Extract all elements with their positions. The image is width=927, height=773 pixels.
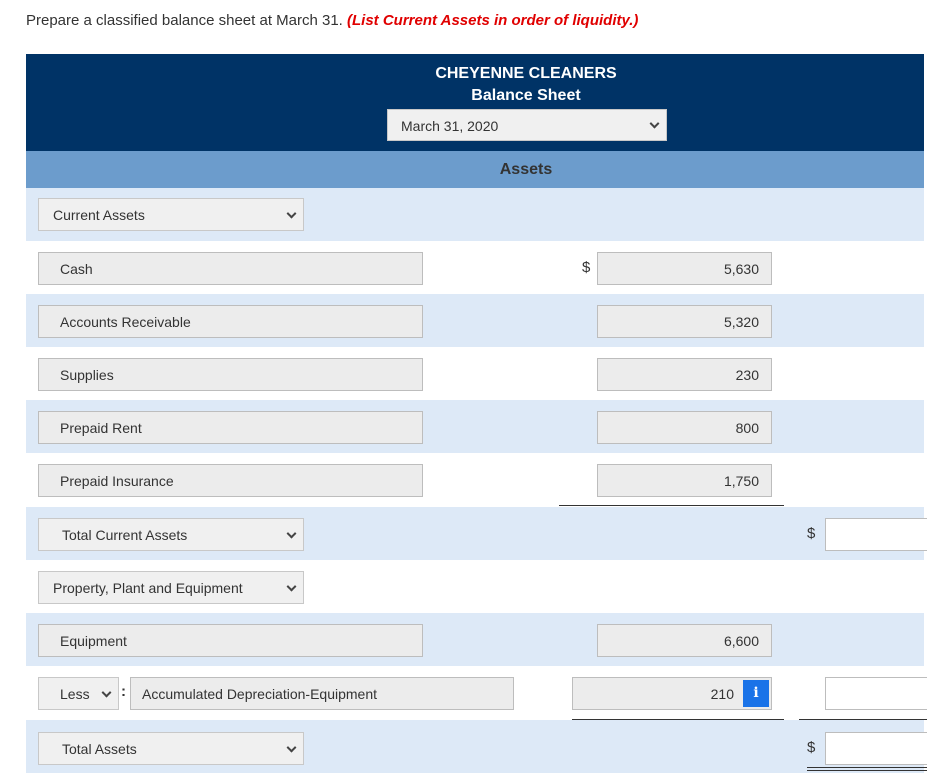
chevron-down-icon <box>286 581 297 592</box>
accumulated-depreciation-amount-value: 210 <box>710 686 734 702</box>
prepaid-insurance-field[interactable]: Prepaid Insurance <box>38 464 423 497</box>
total-assets-currency-symbol: $ <box>807 739 816 756</box>
instruction-text: Prepare a classified balance sheet at Ma… <box>26 12 639 29</box>
double-underline-bottom <box>807 770 927 771</box>
total-current-assets-label: Total Current Assets <box>62 527 188 543</box>
balance-sheet: CHEYENNE CLEANERS Balance Sheet March 31… <box>26 54 927 773</box>
instruction-emphasis: (List Current Assets in order of liquidi… <box>347 12 639 29</box>
supplies-field[interactable]: Supplies <box>38 358 423 391</box>
row-current-assets: Current Assets <box>26 188 924 241</box>
row-total-current-assets: Total Current Assets $ <box>26 507 927 560</box>
less-select[interactable]: Less <box>38 677 119 710</box>
ppe-label: Property, Plant and Equipment <box>53 580 243 596</box>
chevron-down-icon <box>286 208 297 219</box>
current-assets-label: Current Assets <box>53 207 145 223</box>
row-accounts-receivable: Accounts Receivable 5,320 <box>26 294 924 347</box>
row-cash: Cash $ 5,630 <box>26 241 924 294</box>
date-select-value: March 31, 2020 <box>401 118 499 134</box>
cash-currency-symbol: $ <box>582 259 591 276</box>
chevron-down-icon <box>286 528 297 539</box>
equipment-field[interactable]: Equipment <box>38 624 423 657</box>
colon-separator: : <box>121 683 126 700</box>
chevron-down-icon <box>101 687 112 698</box>
section-label-assets: Assets <box>499 161 553 178</box>
equipment-amount-field[interactable]: 6,600 <box>597 624 772 657</box>
accounts-receivable-amount-field[interactable]: 5,320 <box>597 305 772 338</box>
row-total-assets: Total Assets $ <box>26 720 927 773</box>
double-underline-top <box>807 767 927 768</box>
subtotal-underline <box>559 505 784 506</box>
cash-account-field[interactable]: Cash <box>38 252 423 285</box>
row-accumulated-depreciation: Less : Accumulated Depreciation-Equipmen… <box>26 666 927 720</box>
total-current-assets-amount-field[interactable] <box>825 518 927 551</box>
prepaid-insurance-amount-field[interactable]: 1,750 <box>597 464 772 497</box>
row-prepaid-rent: Prepaid Rent 800 <box>26 400 924 453</box>
row-supplies: Supplies 230 <box>26 347 924 400</box>
total-assets-label: Total Assets <box>62 741 137 757</box>
ppe-total-underline <box>799 719 927 720</box>
accumulated-depreciation-field[interactable]: Accumulated Depreciation-Equipment <box>130 677 514 710</box>
prepaid-rent-field[interactable]: Prepaid Rent <box>38 411 423 444</box>
ppe-select[interactable]: Property, Plant and Equipment <box>38 571 304 604</box>
row-equipment: Equipment 6,600 <box>26 613 924 666</box>
current-assets-select[interactable]: Current Assets <box>38 198 304 231</box>
depreciation-underline <box>572 719 784 720</box>
company-name: CHEYENNE CLEANERS <box>435 65 617 82</box>
total-assets-amount-field[interactable] <box>825 732 927 765</box>
info-icon[interactable]: i <box>743 680 769 707</box>
total-current-assets-currency-symbol: $ <box>807 525 816 542</box>
less-select-value: Less <box>60 686 90 702</box>
prepaid-rent-amount-field[interactable]: 800 <box>597 411 772 444</box>
net-ppe-amount-field[interactable] <box>825 677 927 710</box>
sheet-header: CHEYENNE CLEANERS Balance Sheet March 31… <box>26 54 924 151</box>
cash-amount-field[interactable]: 5,630 <box>597 252 772 285</box>
row-ppe: Property, Plant and Equipment <box>26 560 924 613</box>
total-assets-select[interactable]: Total Assets <box>38 732 304 765</box>
supplies-amount-field[interactable]: 230 <box>597 358 772 391</box>
chevron-down-icon <box>649 118 660 129</box>
accumulated-depreciation-amount-field[interactable]: 210 i <box>572 677 772 710</box>
sheet-title: Balance Sheet <box>471 87 581 104</box>
date-select[interactable]: March 31, 2020 <box>387 109 667 141</box>
total-current-assets-select[interactable]: Total Current Assets <box>38 518 304 551</box>
chevron-down-icon <box>286 742 297 753</box>
section-bar: Assets <box>26 151 924 188</box>
accounts-receivable-field[interactable]: Accounts Receivable <box>38 305 423 338</box>
row-prepaid-insurance: Prepaid Insurance 1,750 <box>26 453 924 506</box>
